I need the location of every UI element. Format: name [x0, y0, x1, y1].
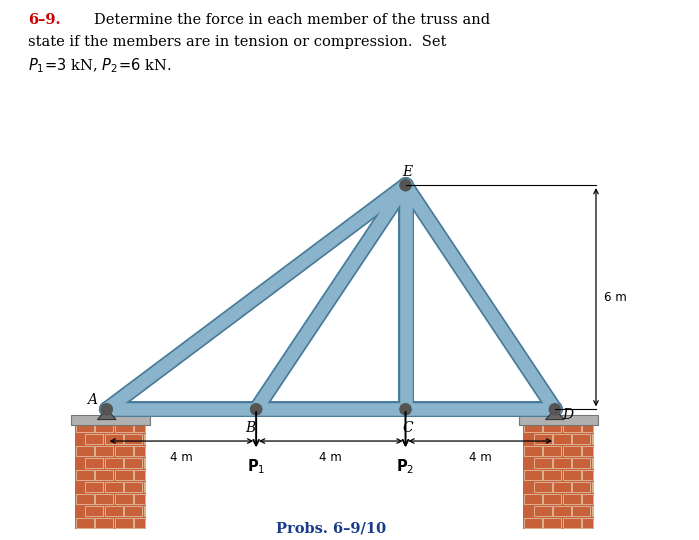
Text: E: E: [403, 165, 412, 179]
Bar: [144, 505, 145, 516]
Bar: [75, 470, 94, 480]
Bar: [543, 494, 561, 504]
Text: A: A: [87, 393, 97, 407]
Bar: [543, 518, 561, 528]
Bar: [543, 446, 561, 456]
Bar: [524, 470, 542, 480]
Bar: [563, 470, 581, 480]
Text: 6–9.: 6–9.: [28, 14, 60, 28]
Text: Probs. 6–9/10: Probs. 6–9/10: [276, 522, 386, 536]
Text: $\mathbf{P}_2$: $\mathbf{P}_2$: [396, 457, 415, 476]
Bar: [95, 470, 113, 480]
Bar: [75, 426, 146, 529]
Text: Determine the force in each member of the truss and: Determine the force in each member of th…: [94, 14, 491, 28]
Bar: [124, 482, 142, 492]
Bar: [115, 446, 133, 456]
Bar: [75, 494, 94, 504]
Bar: [85, 505, 103, 516]
Bar: [75, 426, 94, 433]
Bar: [71, 415, 150, 426]
Bar: [563, 426, 581, 433]
Bar: [533, 482, 552, 492]
Polygon shape: [97, 409, 116, 420]
Bar: [523, 426, 594, 529]
Bar: [115, 518, 133, 528]
Bar: [95, 426, 113, 433]
Bar: [105, 434, 123, 444]
Text: state if the members are in tension or compression.  Set: state if the members are in tension or c…: [28, 35, 447, 49]
Bar: [533, 505, 552, 516]
Bar: [144, 458, 145, 468]
Bar: [105, 482, 123, 492]
Bar: [553, 482, 571, 492]
Bar: [524, 446, 542, 456]
Text: $\mathbf{P}_1$: $\mathbf{P}_1$: [247, 457, 266, 476]
Text: 4 m: 4 m: [319, 451, 343, 464]
Bar: [144, 434, 145, 444]
Bar: [524, 494, 542, 504]
Bar: [144, 482, 145, 492]
Bar: [124, 505, 142, 516]
Text: 6 m: 6 m: [604, 291, 627, 304]
Bar: [582, 426, 593, 433]
Bar: [134, 494, 145, 504]
Bar: [524, 518, 542, 528]
Text: B: B: [245, 421, 256, 435]
Bar: [592, 505, 593, 516]
Bar: [592, 458, 593, 468]
Bar: [572, 505, 591, 516]
Text: C: C: [402, 421, 412, 435]
Bar: [572, 458, 591, 468]
Bar: [563, 446, 581, 456]
Text: 4 m: 4 m: [170, 451, 193, 464]
Text: 4 m: 4 m: [469, 451, 491, 464]
Bar: [115, 494, 133, 504]
Circle shape: [400, 180, 411, 191]
Bar: [543, 470, 561, 480]
Bar: [524, 426, 542, 433]
Bar: [124, 434, 142, 444]
Bar: [85, 434, 103, 444]
Bar: [134, 518, 145, 528]
Bar: [115, 426, 133, 433]
Bar: [105, 458, 123, 468]
Bar: [582, 446, 593, 456]
Bar: [563, 518, 581, 528]
Bar: [115, 470, 133, 480]
Bar: [95, 518, 113, 528]
Bar: [582, 518, 593, 528]
Text: $P_1\!=\!3$ kN, $P_2\!=\!6$ kN.: $P_1\!=\!3$ kN, $P_2\!=\!6$ kN.: [28, 57, 172, 76]
Bar: [75, 518, 94, 528]
Bar: [572, 482, 591, 492]
Bar: [95, 494, 113, 504]
Bar: [124, 458, 142, 468]
Bar: [553, 458, 571, 468]
Bar: [543, 426, 561, 433]
Bar: [592, 482, 593, 492]
Text: D: D: [563, 408, 574, 422]
Polygon shape: [545, 409, 564, 420]
Circle shape: [101, 404, 113, 415]
Bar: [553, 505, 571, 516]
Bar: [563, 494, 581, 504]
Circle shape: [400, 404, 411, 415]
Circle shape: [250, 404, 261, 415]
Bar: [533, 458, 552, 468]
Bar: [85, 458, 103, 468]
Bar: [582, 470, 593, 480]
Bar: [582, 494, 593, 504]
Bar: [553, 434, 571, 444]
Bar: [85, 482, 103, 492]
Bar: [75, 446, 94, 456]
Bar: [519, 415, 598, 426]
Bar: [134, 446, 145, 456]
Bar: [572, 434, 591, 444]
Bar: [592, 434, 593, 444]
Bar: [533, 434, 552, 444]
Bar: [105, 505, 123, 516]
Bar: [134, 470, 145, 480]
Bar: [134, 426, 145, 433]
Circle shape: [549, 404, 561, 415]
Bar: [95, 446, 113, 456]
